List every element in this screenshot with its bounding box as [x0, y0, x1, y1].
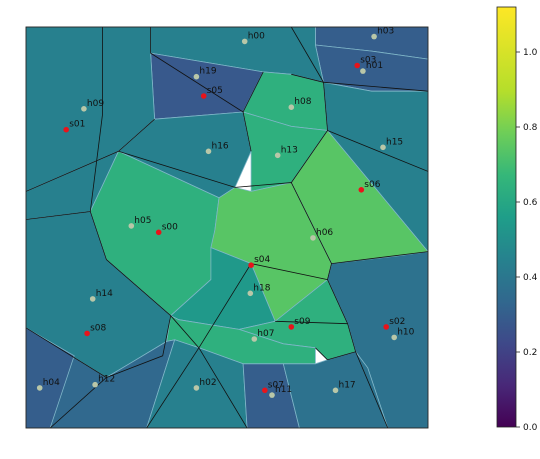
h-label-h03: h03: [377, 27, 394, 37]
h-label-h00: h00: [248, 31, 265, 41]
colorbar-ticks: 0.0 0.2 0.4 0.6 0.8 1.0: [516, 48, 538, 433]
h-point-h02: [193, 385, 200, 391]
s-label-s00: s00: [162, 222, 178, 232]
s-point-s09: [288, 324, 295, 330]
h-point-h03: [371, 33, 377, 40]
s-label-s08: s08: [90, 323, 106, 333]
h-label-h09: h09: [87, 99, 104, 109]
edge-line-14: [327, 351, 356, 361]
h-point-h16: [205, 148, 212, 155]
edge-line-11: [327, 130, 428, 172]
data-points: h00 h01 h02 h03 h04 h05 h06 h07 h08 h09 h10 h11 h12 h…: [36, 27, 415, 398]
h-label-h08: h08: [294, 97, 311, 107]
s-label-s04: s04: [254, 255, 270, 265]
h-point-h12: [92, 381, 98, 388]
voronoi-edges: [26, 27, 428, 428]
s-point-s02: [383, 324, 390, 330]
s-point-s05: [200, 93, 207, 99]
h-label-h14: h14: [96, 289, 113, 299]
colorbar-tick-label: 0.4: [523, 273, 538, 283]
h-point-h13: [274, 152, 281, 159]
edge-line-12: [150, 27, 252, 152]
colorbar: [496, 6, 517, 428]
edge-line-0: [26, 27, 103, 220]
region-h02: [146, 339, 248, 428]
h-label-h01: h01: [366, 61, 383, 71]
h-point-h11: [269, 392, 275, 398]
h-point-h18: [247, 290, 254, 297]
s-point-s01: [63, 126, 69, 133]
region-h04: [26, 327, 75, 428]
edge-line-5: [118, 150, 389, 428]
s-label-s05: s05: [207, 86, 223, 96]
s-point-s08: [84, 330, 90, 337]
h-point-h15: [380, 144, 386, 151]
s-label-s02: s02: [389, 317, 405, 327]
h-label-h04: h04: [43, 378, 60, 388]
h-label-h13: h13: [281, 145, 298, 155]
s-label-s09: s09: [294, 317, 310, 327]
edge-line-3: [146, 347, 200, 428]
s-point-s07: [262, 387, 268, 394]
s-label-s03: s03: [360, 56, 376, 66]
edge-line-9: [242, 71, 264, 113]
colorbar-tick-label: 0.6: [523, 198, 538, 208]
edge-line-16: [275, 320, 348, 325]
h-label-h12: h12: [98, 375, 115, 385]
h-point-h05: [128, 223, 135, 229]
h-point-h19: [193, 73, 200, 80]
s-label-s06: s06: [364, 180, 380, 190]
h-point-h14: [89, 296, 96, 302]
colorbar-tick-label: 0.0: [523, 423, 538, 433]
edge-line-10: [291, 73, 428, 92]
h-label-h02: h02: [199, 378, 216, 388]
edge-line-15: [315, 347, 328, 361]
h-label-h17: h17: [339, 380, 356, 390]
h-point-h00: [241, 38, 248, 45]
colorbar-tick-label: 0.2: [523, 348, 537, 358]
h-label-h15: h15: [386, 137, 403, 147]
s-point-s06: [358, 187, 365, 193]
h-point-h04: [36, 385, 43, 391]
edge-line-1: [26, 211, 172, 378]
h-point-h10: [391, 334, 398, 341]
h-point-h07: [251, 336, 258, 342]
h-label-h16: h16: [212, 141, 229, 151]
edge-line-8: [290, 27, 328, 183]
h-point-h17: [332, 387, 339, 394]
h-label-h11: h11: [275, 385, 292, 395]
s-point-s04: [248, 262, 254, 269]
h-label-h07: h07: [257, 329, 274, 339]
s-label-s07: s07: [268, 380, 284, 390]
h-label-h19: h19: [199, 67, 216, 77]
s-label-s01: s01: [69, 120, 85, 130]
h-label-h05: h05: [134, 216, 151, 226]
colorbar-tick-label: 1.0: [523, 48, 538, 58]
h-point-h01: [360, 68, 366, 74]
s-point-s00: [155, 229, 162, 236]
edge-line-6: [331, 251, 428, 264]
colorbar-tick-label: 0.8: [523, 123, 538, 133]
h-point-h06: [310, 235, 316, 241]
h-point-h08: [288, 104, 295, 110]
h-point-h09: [81, 106, 87, 112]
plot-frame: [25, 26, 429, 429]
s-point-s03: [354, 62, 361, 69]
h-label-h18: h18: [253, 283, 270, 293]
h-label-h10: h10: [397, 327, 414, 337]
h-label-h06: h06: [316, 228, 333, 238]
edge-line-13: [26, 118, 155, 192]
voronoi-regions: [26, 27, 428, 428]
